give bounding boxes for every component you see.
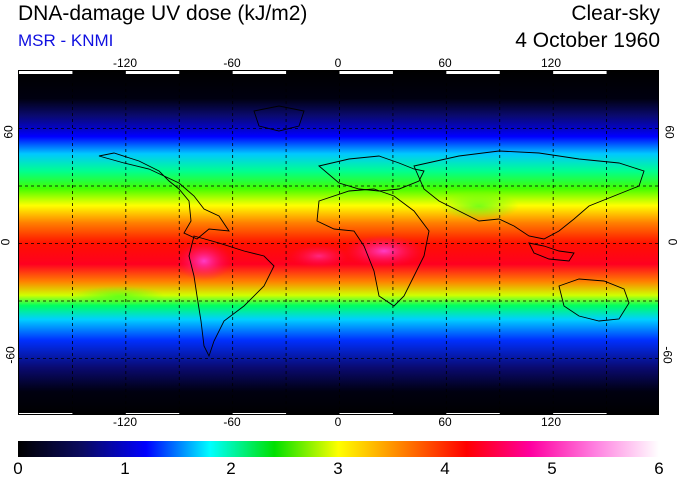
frame-tick-bottom xyxy=(232,413,287,414)
credit-label: MSR - KNMI xyxy=(18,31,114,50)
uv-hotspot-atlantic xyxy=(289,244,349,268)
lon-tick-top: -120 xyxy=(112,56,138,70)
uv-hotspot-africa xyxy=(344,235,424,267)
graticule xyxy=(19,71,658,414)
colorbar-label: 3 xyxy=(333,459,343,478)
lat-tick-left: 0 xyxy=(0,239,12,246)
frame-tick-top xyxy=(125,71,180,74)
lon-tick-bottom: 60 xyxy=(438,415,452,429)
colorbar-label: 0 xyxy=(13,459,23,478)
colorbar-label: 5 xyxy=(547,459,557,478)
uv-dose-map xyxy=(18,70,659,415)
lon-tick-bottom: -120 xyxy=(112,415,138,429)
lon-tick-top: 0 xyxy=(334,56,342,70)
coastlines xyxy=(98,105,645,358)
colorbar-label: 4 xyxy=(440,459,450,478)
frame-tick-bottom xyxy=(19,413,73,414)
lat-tick-right: 60 xyxy=(662,125,677,139)
lat-tick-left: -60 xyxy=(3,346,18,364)
sky-condition-label: Clear-sky xyxy=(571,2,660,25)
lon-tick-top: -60 xyxy=(223,56,241,70)
frame-tick-top xyxy=(339,71,393,74)
frame-tick-bottom xyxy=(446,413,500,414)
date-label: 4 October 1960 xyxy=(515,29,660,52)
map-title: DNA-damage UV dose (kJ/m2) xyxy=(18,2,308,25)
colorbar-gradient xyxy=(18,441,659,457)
lon-tick-top: 120 xyxy=(540,56,562,70)
frame-tick-top xyxy=(232,71,287,74)
lon-tick-top: 60 xyxy=(438,56,452,70)
colorbar-label: 1 xyxy=(120,459,130,478)
colorbar-label: 2 xyxy=(226,459,236,478)
frame-tick-bottom xyxy=(553,413,607,414)
colorbar-label: 6 xyxy=(654,459,664,478)
frame-tick-bottom xyxy=(339,413,393,414)
lat-tick-left: 60 xyxy=(1,125,16,139)
uv-patch-asia xyxy=(439,192,519,220)
lat-tick-right: -60 xyxy=(660,346,675,364)
frame-tick-top xyxy=(553,71,607,74)
frame-tick-top xyxy=(446,71,500,74)
frame-tick-bottom xyxy=(125,413,180,414)
lon-tick-bottom: 120 xyxy=(540,415,562,429)
colorbar xyxy=(18,441,659,457)
frame-tick-top xyxy=(19,71,73,74)
lat-tick-right: 0 xyxy=(666,239,678,246)
lon-tick-bottom: 0 xyxy=(334,415,342,429)
lon-tick-bottom: -60 xyxy=(223,415,241,429)
